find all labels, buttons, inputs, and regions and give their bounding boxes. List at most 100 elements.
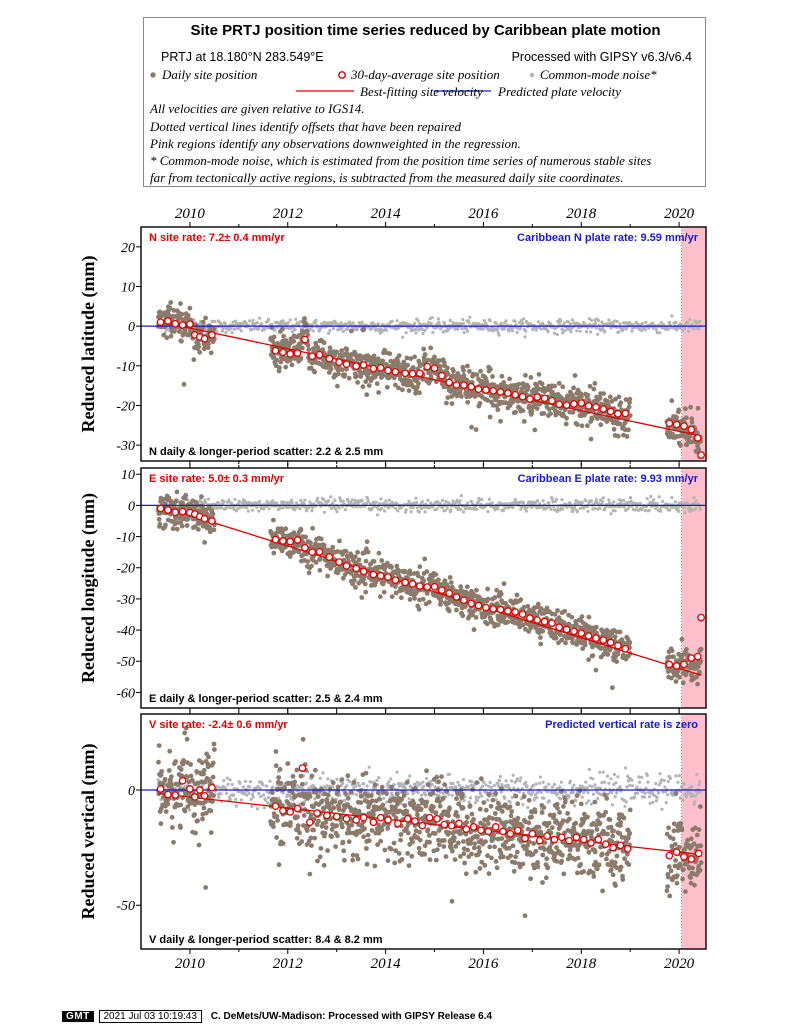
daily-point xyxy=(408,571,413,577)
cm-point xyxy=(220,329,224,333)
cm-point xyxy=(397,784,401,788)
daily-point xyxy=(488,366,493,372)
cm-point xyxy=(612,319,617,323)
average-point xyxy=(408,369,417,378)
cm-point xyxy=(225,776,229,780)
cm-point xyxy=(559,780,563,784)
daily-point xyxy=(306,570,312,576)
cm-point xyxy=(337,506,341,510)
average-point xyxy=(621,644,630,653)
cm-point xyxy=(686,329,691,333)
cm-point xyxy=(271,785,275,789)
average-point xyxy=(592,403,600,411)
cm-point xyxy=(468,315,472,319)
cm-point xyxy=(529,793,533,797)
daily-point xyxy=(317,556,323,562)
cm-point xyxy=(611,322,615,326)
cm-point xyxy=(278,506,282,510)
daily-point xyxy=(271,354,277,360)
site-rate-text: E site rate: 5.0± 0.3 mm/yr xyxy=(149,473,285,485)
daily-point xyxy=(173,498,179,504)
cm-point xyxy=(468,796,473,800)
daily-point xyxy=(170,526,176,532)
cm-point xyxy=(561,507,565,511)
cm-point xyxy=(478,791,482,796)
cm-point xyxy=(441,791,445,796)
cm-point xyxy=(633,508,638,512)
daily-point xyxy=(412,596,417,601)
note-line: * Common-mode noise, which is estimated … xyxy=(150,153,652,168)
average-point xyxy=(352,564,361,573)
daily-point xyxy=(202,540,208,545)
cm-point xyxy=(612,500,616,504)
daily-point xyxy=(546,406,552,412)
daily-point xyxy=(521,604,527,610)
cm-point xyxy=(593,506,597,510)
cm-point xyxy=(538,781,542,785)
cm-point xyxy=(257,509,261,513)
daily-point xyxy=(336,371,341,377)
cm-point xyxy=(538,775,543,779)
daily-point xyxy=(609,398,615,404)
daily-point xyxy=(200,319,206,325)
daily-point xyxy=(321,340,327,346)
daily-point xyxy=(376,390,381,395)
daily-point xyxy=(585,392,591,398)
daily-point xyxy=(688,404,693,410)
average-point xyxy=(577,629,586,638)
cm-point xyxy=(280,321,284,325)
daily-point xyxy=(327,345,333,351)
cm-point xyxy=(594,321,598,325)
cm-point xyxy=(692,496,696,500)
cm-point xyxy=(683,511,687,515)
cm-point xyxy=(457,505,461,510)
average-point xyxy=(697,613,705,622)
cm-point xyxy=(262,793,266,797)
average-point xyxy=(359,361,368,369)
daily-point xyxy=(485,596,491,602)
cm-point xyxy=(329,495,333,499)
daily-point xyxy=(589,416,595,422)
cm-point xyxy=(327,331,331,335)
cm-point xyxy=(355,328,359,332)
cm-point xyxy=(203,498,207,502)
cm-point xyxy=(444,499,448,504)
cm-point xyxy=(270,322,274,326)
cm-point xyxy=(652,498,656,502)
average-point xyxy=(555,623,564,632)
cm-point xyxy=(563,790,568,794)
daily-point xyxy=(283,526,289,532)
cm-point xyxy=(466,501,470,505)
cm-point xyxy=(462,798,466,803)
cm-point xyxy=(192,318,196,322)
cm-point xyxy=(387,780,391,784)
cm-point xyxy=(220,322,224,326)
cm-point xyxy=(480,497,484,502)
cm-point xyxy=(676,506,680,510)
average-point xyxy=(315,547,324,556)
cm-point xyxy=(621,328,625,332)
cm-point xyxy=(502,327,506,331)
cm-point xyxy=(303,498,307,502)
daily-point xyxy=(477,400,483,406)
cm-point xyxy=(589,318,594,322)
average-point xyxy=(445,589,454,598)
cm-point xyxy=(222,499,226,503)
average-point xyxy=(687,654,696,662)
cm-point xyxy=(376,322,380,326)
daily-point xyxy=(462,604,468,610)
daily-point xyxy=(673,679,679,684)
daily-point xyxy=(461,372,467,378)
daily-point xyxy=(624,434,630,439)
average-point xyxy=(308,352,317,361)
cm-point xyxy=(390,319,394,323)
cm-point xyxy=(624,327,628,331)
average-point xyxy=(606,638,615,647)
daily-point xyxy=(313,560,319,565)
daily-point xyxy=(598,422,604,428)
daily-point xyxy=(548,411,553,416)
daily-point xyxy=(438,364,443,369)
cm-point xyxy=(459,508,463,512)
average-point xyxy=(467,599,476,608)
cm-point xyxy=(437,320,441,324)
